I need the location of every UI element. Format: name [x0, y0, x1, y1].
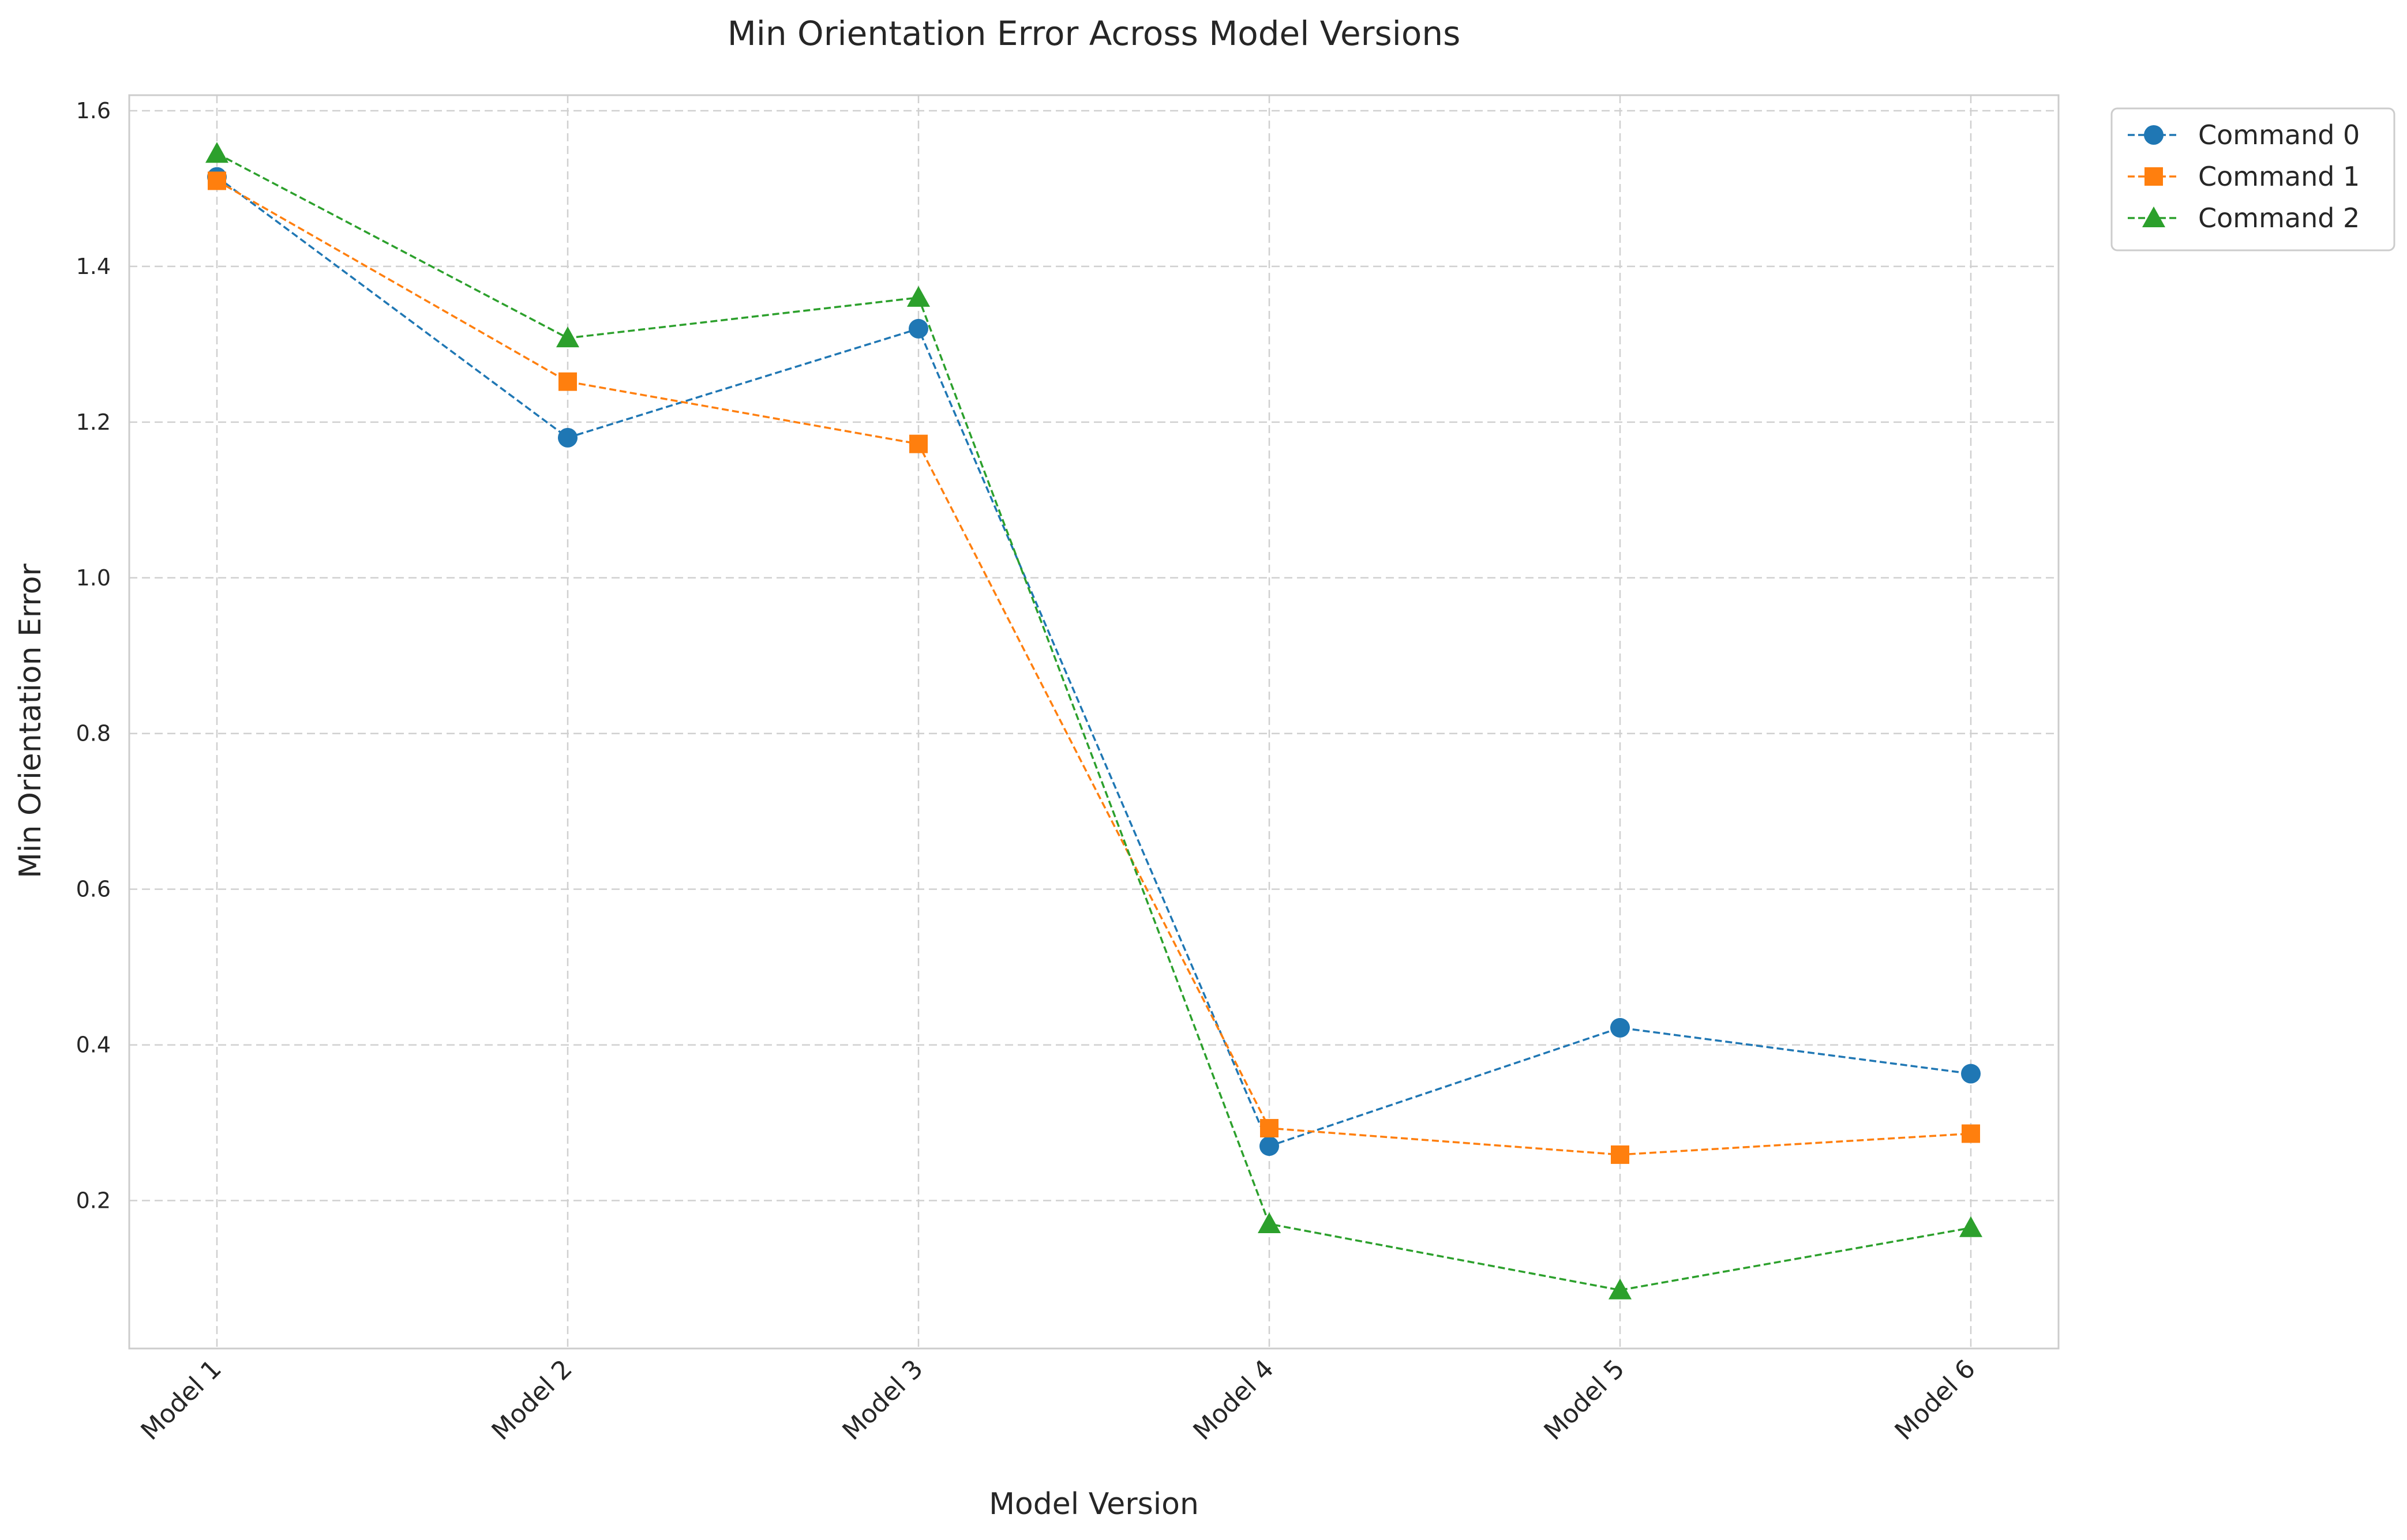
legend-item: Command 0 [2128, 119, 2360, 151]
legend-marker [2144, 167, 2163, 186]
data-point [1959, 1216, 1982, 1237]
y-tick-label: 0.4 [76, 1032, 111, 1058]
y-tick-label: 0.8 [76, 721, 111, 746]
y-tick-label: 1.2 [76, 410, 111, 435]
plot-frame [128, 94, 2060, 1350]
data-point [558, 372, 577, 391]
legend-marker [2142, 206, 2165, 227]
y-axis-label: Min Orientation Error [13, 564, 48, 878]
data-point [556, 326, 579, 348]
legend: Command 0 Command 1 Command 2 [2110, 107, 2395, 251]
data-point [1961, 1064, 1981, 1084]
series-line [216, 179, 1971, 1156]
legend-label: Command 1 [2198, 161, 2360, 192]
data-point [1609, 1278, 1632, 1299]
legend-label: Command 2 [2198, 202, 2360, 234]
data-point [1611, 1145, 1629, 1164]
data-point [208, 171, 226, 190]
data-point [909, 434, 928, 453]
data-point [1258, 1212, 1281, 1234]
data-point [909, 318, 928, 339]
y-tick-label: 0.2 [76, 1188, 111, 1214]
y-axis-ticks: 0.2 0.4 0.6 0.8 1.0 1.2 1.4 1.6 [76, 98, 111, 1214]
legend-box [2110, 107, 2395, 251]
data-point [1259, 1136, 1279, 1156]
series-layer [205, 142, 1982, 1299]
chart-title: Min Orientation Error Across Model Versi… [728, 14, 1461, 53]
data-point [205, 142, 228, 163]
y-tick-label: 1.0 [76, 565, 111, 591]
y-tick-label: 1.6 [76, 98, 111, 123]
x-axis-label: Model Version [989, 1487, 1199, 1522]
data-point [907, 286, 930, 307]
legend-item: Command 2 [2128, 202, 2360, 234]
series-2 [205, 142, 1982, 1299]
legend-label: Command 0 [2198, 119, 2360, 151]
y-tick-label: 0.6 [76, 877, 111, 902]
data-point [558, 427, 578, 448]
data-point [1260, 1119, 1279, 1138]
legend-marker [2144, 125, 2164, 145]
y-tick-label: 1.4 [76, 254, 111, 279]
series-line [216, 176, 1971, 1148]
series-1 [208, 171, 1980, 1164]
data-point [1610, 1017, 1630, 1038]
legend-item: Command 1 [2128, 161, 2360, 192]
data-point [1962, 1124, 1980, 1143]
